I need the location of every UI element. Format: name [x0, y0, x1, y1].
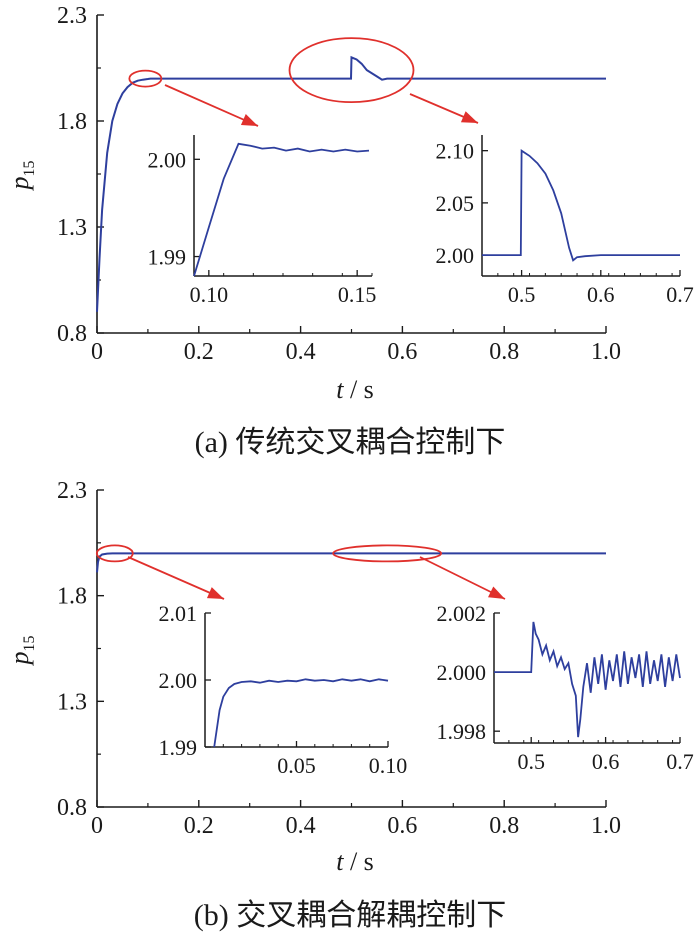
p0-inset1-x-tick-label: 0.7 [666, 282, 694, 307]
p0-inset1-x-tick-label: 0.5 [508, 282, 536, 307]
p1-inset1-x-tick-label: 0.6 [592, 749, 620, 774]
p0-y-axis-label-sub: 15 [21, 161, 38, 177]
p1-inset0-y-tick-label: 2.00 [159, 668, 198, 693]
p1-inset0-x-tick-label: 0.05 [277, 753, 316, 778]
p1-y-tick-label: 1.8 [57, 584, 87, 610]
p1-callout-arrowhead-1 [487, 586, 505, 599]
p1-x-axis-label-unit: / s [343, 847, 373, 876]
p0-x-axis-label-unit: / s [343, 375, 373, 404]
p1-y-tick-label: 1.3 [57, 689, 87, 715]
p1-y-tick-label: 0.8 [57, 795, 87, 821]
p1-inset1-y-tick-label: 2.002 [437, 601, 487, 626]
p1-x-tick-label: 0.4 [286, 813, 316, 839]
p1-highlight-ellipse-1 [332, 544, 443, 563]
p1-inset1-background [494, 613, 680, 743]
p0-x-tick-label: 1.0 [591, 339, 621, 365]
p0-x-tick-label: 0.2 [184, 339, 214, 365]
p1-inset1-series-line [494, 621, 681, 738]
p1-inset1-y-tick-label: 2.000 [437, 660, 487, 685]
p1-highlight-ellipse-0 [95, 544, 134, 563]
p1-callout-arrowhead-0 [206, 587, 224, 599]
p1-callout-arrow-0 [127, 556, 225, 600]
p0-x-tick-label: 0.8 [489, 339, 519, 365]
p0-inset1-x-tick-label: 0.6 [587, 282, 615, 307]
p0-callout-arrowhead-0 [240, 114, 258, 126]
p0-highlight-ellipse-0 [128, 69, 163, 88]
p0-y-axis-label: p15 [5, 161, 38, 192]
p0-inset1-y-tick-label: 2.00 [436, 243, 475, 268]
p0-caption: (a) 传统交叉耦合控制下 [195, 426, 506, 459]
p1-inset0-y-tick-label: 2.01 [159, 601, 198, 626]
p1-x-tick-label: 0.6 [387, 813, 417, 839]
p1-y-axis-label-sub: 15 [21, 636, 38, 652]
p0-callout-arrow-0 [164, 84, 259, 127]
p1-series-line-0 [96, 552, 606, 573]
p1-x-axis-label: t / s [336, 847, 374, 876]
p1-x-tick-label: 1.0 [591, 813, 621, 839]
p1-y-axis-label-var: p [5, 652, 34, 667]
p0-inset0-x-tick-label: 0.15 [338, 282, 377, 307]
p0-callout-arrowhead-1 [460, 111, 478, 123]
p0-y-tick-label: 1.8 [57, 109, 87, 135]
p1-inset1-y-tick-label: 1.998 [437, 719, 487, 744]
p1-inset0-y-tick-label: 1.99 [159, 735, 198, 760]
p1-inset0-x-tick-label: 0.10 [369, 753, 408, 778]
p1-x-tick-label: 0 [91, 813, 103, 839]
p0-x-tick-label: 0.6 [387, 339, 417, 365]
p0-y-axis-label-var: p [5, 177, 34, 192]
p0-inset1-y-tick-label: 2.10 [436, 139, 475, 164]
p0-inset0-y-tick-label: 2.00 [148, 147, 187, 172]
p0-y-tick-label: 0.8 [57, 321, 87, 347]
p0-inset0-series-line [193, 142, 370, 277]
p0-x-tick-label: 0.4 [286, 339, 316, 365]
p0-y-tick-label: 1.3 [57, 215, 87, 241]
p0-inset0-y-tick-label: 1.99 [148, 245, 187, 270]
p1-x-tick-label: 0.8 [489, 813, 519, 839]
p1-y-tick-label: 2.3 [57, 478, 87, 504]
p1-y-axis-label: p15 [5, 636, 38, 667]
p0-y-tick-label: 2.3 [57, 3, 87, 29]
p1-x-axis-label-var: t [336, 847, 344, 876]
p0-inset0-background [194, 135, 372, 276]
p1-inset1-x-tick-label: 0.7 [666, 749, 694, 774]
p0-x-axis-label-var: t [336, 375, 344, 404]
p0-x-tick-label: 0 [91, 339, 103, 365]
p0-x-axis-label: t / s [336, 375, 374, 404]
p1-x-tick-label: 0.2 [184, 813, 214, 839]
p0-highlight-ellipse-1 [288, 37, 415, 104]
p0-inset1-background [482, 135, 680, 276]
p1-caption: (b) 交叉耦合解耦控制下 [194, 899, 506, 932]
p0-inset1-series-line [482, 149, 680, 262]
p0-series-line-0 [96, 55, 606, 312]
p1-inset0-series-line [213, 678, 389, 748]
p0-inset1-y-tick-label: 2.05 [436, 191, 475, 216]
p1-inset1-x-tick-label: 0.5 [517, 749, 545, 774]
p0-inset0-x-tick-label: 0.10 [190, 282, 229, 307]
